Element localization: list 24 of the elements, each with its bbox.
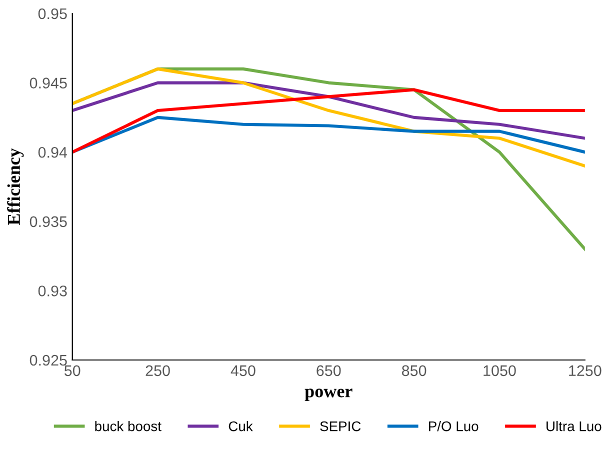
y-tick-label: 0.925 <box>30 354 67 366</box>
x-tick-label: 450 <box>230 365 256 376</box>
x-tick-label: 250 <box>146 365 170 376</box>
y-tick-label: 0.93 <box>38 286 67 296</box>
y-tick-label: 0.95 <box>38 8 67 20</box>
y-axis-title: Efficiency <box>7 148 24 226</box>
x-tick-label: 650 <box>316 365 341 376</box>
x-tick-label: 1050 <box>484 365 516 376</box>
y-tick-label: 0.945 <box>30 78 67 88</box>
legend-label: Ultra Luo <box>546 421 602 432</box>
y-tick-label: 0.935 <box>30 216 67 228</box>
x-tick-label: 850 <box>402 365 426 376</box>
line-series <box>72 67 585 168</box>
legend-label: P/O Luo <box>429 421 478 432</box>
line-series <box>72 81 585 140</box>
x-tick-label: 1250 <box>569 365 602 376</box>
line-series <box>72 88 585 154</box>
y-tick-label: 0.94 <box>38 146 68 158</box>
x-tick-label: 50 <box>64 365 80 376</box>
legend-label: SEPIC <box>320 421 361 432</box>
x-axis-title: power <box>304 388 352 402</box>
legend-label: Cuk <box>228 421 253 432</box>
line-series <box>72 116 585 154</box>
legend-label: buck boost <box>95 421 162 432</box>
